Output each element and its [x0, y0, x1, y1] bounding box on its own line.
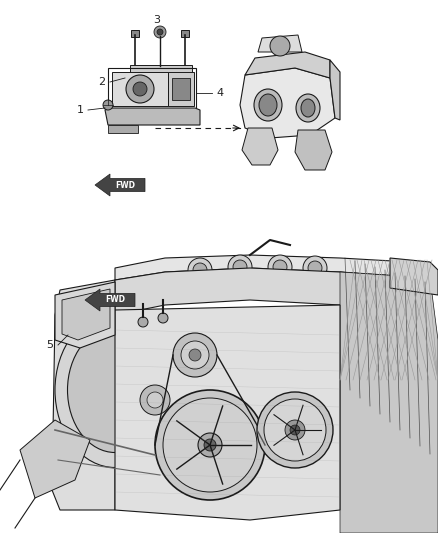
Circle shape	[228, 255, 252, 279]
Circle shape	[147, 392, 163, 408]
Circle shape	[268, 255, 292, 279]
Circle shape	[140, 385, 170, 415]
Circle shape	[138, 317, 148, 327]
Polygon shape	[245, 52, 330, 78]
Bar	[172, 78, 190, 100]
Text: 4: 4	[216, 88, 223, 98]
Circle shape	[157, 29, 163, 35]
Circle shape	[188, 258, 212, 282]
Circle shape	[158, 313, 168, 323]
Ellipse shape	[67, 327, 162, 453]
Circle shape	[204, 439, 216, 451]
Text: 1: 1	[77, 105, 84, 115]
Ellipse shape	[296, 94, 320, 122]
Bar	[130, 65, 192, 75]
Ellipse shape	[259, 94, 277, 116]
Polygon shape	[340, 272, 438, 533]
Circle shape	[198, 433, 222, 457]
Text: 5: 5	[46, 340, 53, 350]
Ellipse shape	[254, 89, 282, 121]
Circle shape	[308, 261, 322, 275]
Circle shape	[257, 392, 333, 468]
Circle shape	[193, 263, 207, 277]
Polygon shape	[62, 289, 110, 340]
Circle shape	[285, 420, 305, 440]
Bar	[131, 30, 139, 37]
Polygon shape	[52, 280, 115, 510]
Circle shape	[163, 398, 257, 492]
Circle shape	[233, 260, 247, 274]
Polygon shape	[242, 128, 278, 165]
Circle shape	[189, 349, 201, 361]
Polygon shape	[258, 35, 302, 52]
Circle shape	[264, 399, 326, 461]
Text: 2: 2	[99, 77, 106, 87]
Ellipse shape	[301, 99, 315, 117]
Polygon shape	[115, 268, 430, 315]
Circle shape	[270, 36, 290, 56]
Circle shape	[181, 341, 209, 369]
Polygon shape	[390, 258, 438, 295]
Circle shape	[154, 26, 166, 38]
Ellipse shape	[55, 312, 175, 467]
Bar	[181, 30, 189, 37]
Circle shape	[103, 100, 113, 110]
Circle shape	[126, 75, 154, 103]
Polygon shape	[55, 282, 115, 348]
Text: 3: 3	[153, 15, 160, 25]
Polygon shape	[295, 130, 332, 170]
Text: FWD: FWD	[116, 181, 136, 190]
Polygon shape	[20, 420, 90, 498]
Circle shape	[133, 82, 147, 96]
Text: FWD: FWD	[106, 295, 126, 304]
Circle shape	[290, 425, 300, 435]
Polygon shape	[95, 174, 145, 196]
Polygon shape	[105, 108, 200, 125]
Bar	[112, 72, 168, 106]
Polygon shape	[115, 305, 340, 520]
Bar	[108, 125, 138, 133]
Bar	[108, 68, 196, 110]
Circle shape	[173, 333, 217, 377]
Circle shape	[273, 260, 287, 274]
Bar	[168, 72, 194, 106]
Polygon shape	[115, 255, 430, 285]
Polygon shape	[330, 60, 340, 120]
Circle shape	[155, 390, 265, 500]
Polygon shape	[85, 289, 135, 311]
Circle shape	[303, 256, 327, 280]
Polygon shape	[240, 68, 335, 138]
